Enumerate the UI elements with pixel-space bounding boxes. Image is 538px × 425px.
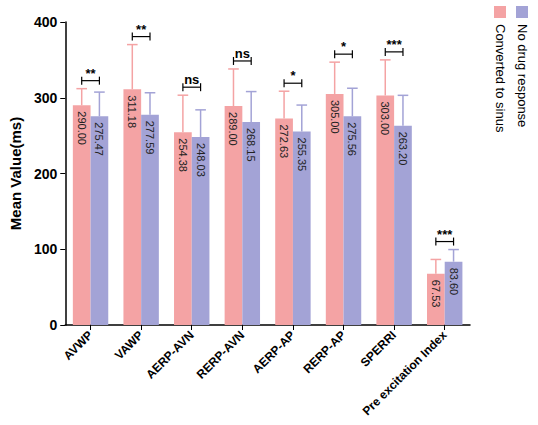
- svg-text:RERP-AVN: RERP-AVN: [194, 328, 248, 382]
- svg-text:275.56: 275.56: [346, 122, 358, 156]
- svg-text:0: 0: [49, 317, 57, 333]
- svg-text:255.35: 255.35: [296, 138, 308, 172]
- svg-text:400: 400: [34, 14, 58, 30]
- svg-text:VAWP: VAWP: [112, 328, 146, 362]
- svg-text:277.59: 277.59: [144, 121, 156, 155]
- svg-text:AERP-AP: AERP-AP: [250, 328, 298, 376]
- svg-text:Mean Value(ms): Mean Value(ms): [7, 117, 24, 230]
- svg-text:248.03: 248.03: [195, 143, 207, 177]
- svg-text:289.00: 289.00: [227, 112, 239, 146]
- svg-text:AVWP: AVWP: [61, 328, 96, 363]
- svg-text:Pre excitation Index: Pre excitation Index: [360, 328, 450, 418]
- svg-text:***: ***: [387, 37, 403, 52]
- svg-text:SPERRI: SPERRI: [358, 328, 399, 369]
- svg-text:254.38: 254.38: [177, 138, 189, 172]
- svg-text:263.20: 263.20: [397, 132, 409, 166]
- svg-text:268.15: 268.15: [245, 128, 257, 162]
- svg-text:272.63: 272.63: [278, 124, 290, 158]
- svg-text:ns: ns: [184, 72, 199, 87]
- svg-text:303.00: 303.00: [379, 101, 391, 135]
- svg-text:83.60: 83.60: [448, 268, 460, 296]
- svg-text:***: ***: [437, 227, 453, 242]
- svg-text:Converted to sinus: Converted to sinus: [493, 24, 508, 133]
- svg-text:290.00: 290.00: [76, 111, 88, 145]
- svg-text:*: *: [290, 68, 296, 83]
- svg-text:No drug response: No drug response: [515, 24, 530, 127]
- svg-text:**: **: [85, 66, 96, 81]
- svg-text:*: *: [341, 39, 347, 54]
- svg-text:AERP-AVN: AERP-AVN: [143, 328, 197, 382]
- svg-text:200: 200: [34, 166, 58, 182]
- svg-text:305.00: 305.00: [329, 100, 341, 134]
- svg-text:300: 300: [34, 90, 58, 106]
- svg-text:100: 100: [34, 241, 58, 257]
- svg-text:ns: ns: [235, 46, 250, 61]
- svg-text:67.53: 67.53: [430, 280, 442, 308]
- svg-text:311.18: 311.18: [126, 95, 138, 128]
- svg-text:RERP-AP: RERP-AP: [300, 328, 348, 376]
- svg-text:275.47: 275.47: [93, 122, 105, 156]
- svg-text:**: **: [136, 22, 147, 37]
